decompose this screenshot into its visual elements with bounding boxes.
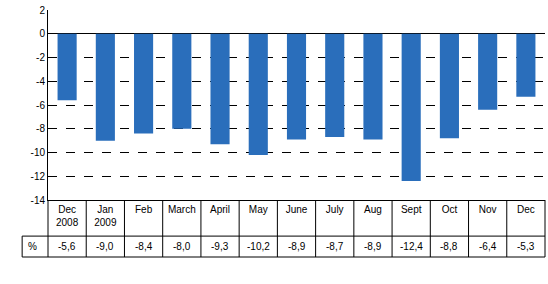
svg-text:-4: -4	[36, 76, 45, 87]
svg-text:-5,6: -5,6	[58, 241, 76, 252]
svg-text:Sept: Sept	[401, 204, 422, 215]
svg-text:-9,0: -9,0	[96, 241, 114, 252]
svg-text:-10,2: -10,2	[247, 241, 270, 252]
svg-text:Oct: Oct	[442, 204, 458, 215]
svg-text:-10: -10	[31, 147, 46, 158]
svg-text:March: March	[168, 204, 196, 215]
svg-text:-12: -12	[31, 171, 46, 182]
svg-text:Feb: Feb	[135, 204, 153, 215]
svg-text:-12,4: -12,4	[400, 241, 423, 252]
svg-text:-8: -8	[36, 123, 45, 134]
svg-text:-8,7: -8,7	[326, 241, 344, 252]
svg-text:Aug: Aug	[364, 204, 382, 215]
svg-text:-5,3: -5,3	[517, 241, 535, 252]
svg-text:0: 0	[39, 28, 45, 39]
svg-text:July: July	[326, 204, 344, 215]
svg-text:-2: -2	[36, 52, 45, 63]
svg-text:-8,4: -8,4	[135, 241, 153, 252]
svg-text:2: 2	[39, 5, 45, 16]
svg-text:Jan2009: Jan2009	[94, 204, 117, 228]
svg-text:-8,8: -8,8	[440, 241, 458, 252]
svg-text:-9,3: -9,3	[211, 241, 229, 252]
svg-text:Nov: Nov	[479, 204, 497, 215]
svg-text:June: June	[286, 204, 308, 215]
svg-text:-6: -6	[36, 100, 45, 111]
svg-text:April: April	[210, 204, 230, 215]
svg-text:Dec: Dec	[517, 204, 535, 215]
svg-text:-14: -14	[31, 195, 46, 206]
svg-text:%: %	[28, 241, 37, 252]
svg-text:-8,9: -8,9	[288, 241, 306, 252]
svg-text:-6,4: -6,4	[479, 241, 497, 252]
svg-text:-8,0: -8,0	[173, 241, 191, 252]
svg-text:-8,9: -8,9	[364, 241, 382, 252]
svg-text:May: May	[249, 204, 268, 215]
svg-text:Dec2008: Dec2008	[56, 204, 79, 228]
